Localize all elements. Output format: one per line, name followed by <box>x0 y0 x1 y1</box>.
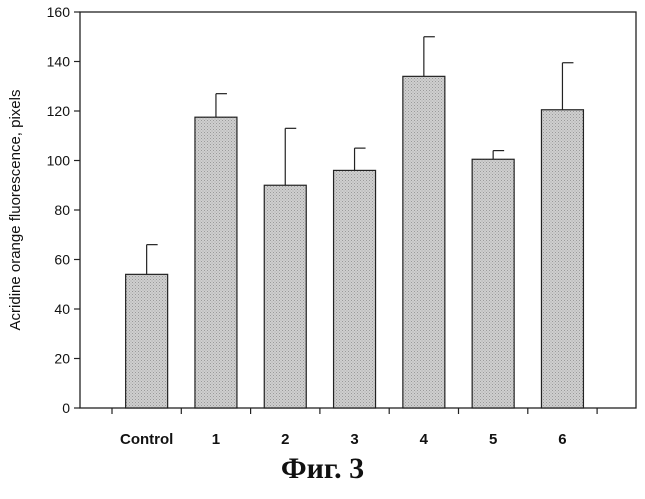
figure-caption: Фиг. 3 <box>0 452 645 486</box>
y-tick-label: 120 <box>47 103 71 119</box>
x-axis: Control 1 2 3 4 5 6 <box>112 408 597 448</box>
x-tick-label: 5 <box>489 431 497 448</box>
x-tick-label: 4 <box>420 431 429 448</box>
y-tick-label: 100 <box>47 153 71 169</box>
bar <box>126 274 168 408</box>
x-tick-label: 6 <box>558 431 566 448</box>
y-axis: 0 20 40 60 80 100 120 140 160 <box>47 4 80 416</box>
bar <box>195 117 237 408</box>
bars <box>126 76 584 408</box>
y-axis-title: Acridine orange fluorescence, pixels <box>7 90 24 331</box>
bar <box>403 76 445 408</box>
x-tick-label: 3 <box>350 431 358 448</box>
x-tick-label: 1 <box>212 431 220 448</box>
bar <box>334 170 376 408</box>
y-tick-label: 40 <box>54 301 70 317</box>
y-tick-label: 20 <box>54 351 70 367</box>
bar <box>541 110 583 408</box>
x-tick-label: 2 <box>281 431 289 448</box>
bar <box>472 159 514 408</box>
y-tick-label: 160 <box>47 4 71 20</box>
y-tick-label: 0 <box>62 400 70 416</box>
y-tick-label: 60 <box>54 252 70 268</box>
bar <box>264 185 306 408</box>
x-tick-label: Control <box>120 431 173 448</box>
y-tick-label: 80 <box>54 202 70 218</box>
y-tick-label: 140 <box>47 54 71 70</box>
